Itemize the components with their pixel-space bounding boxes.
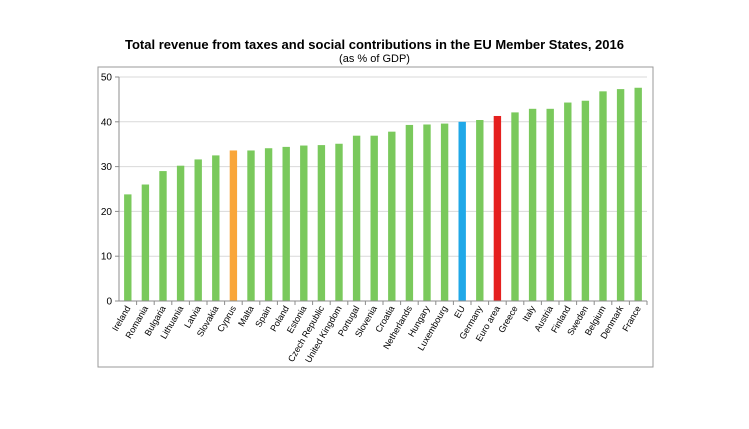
bars: [124, 87, 642, 302]
bar-slovakia: [212, 155, 220, 301]
bar-hungary: [423, 124, 431, 302]
bar-france: [634, 87, 642, 301]
bar-sweden: [581, 100, 590, 302]
bar-spain: [264, 148, 273, 301]
bar-finland: [564, 102, 572, 301]
gridlines: [119, 76, 647, 257]
bar-ireland: [124, 194, 132, 301]
bar-bulgaria: [159, 171, 167, 301]
bar-germany: [476, 120, 484, 301]
y-tick-label: 30: [101, 162, 113, 173]
bar-luxembourg: [440, 123, 449, 301]
chart-title: Total revenue from taxes and social cont…: [125, 37, 624, 52]
bar-slovenia: [370, 135, 378, 301]
bar-poland: [282, 146, 290, 301]
x-axis: IrelandRomaniaBulgariaLithuaniaLatviaSlo…: [110, 300, 648, 364]
x-tick-label: Italy: [520, 304, 537, 324]
bar-greece: [511, 112, 519, 301]
bar-euro-area: [493, 115, 502, 301]
bar-italy: [528, 108, 537, 301]
y-tick-label: 40: [101, 117, 113, 128]
bar-latvia: [194, 159, 202, 301]
y-tick-label: 50: [101, 73, 113, 84]
chart-subtitle: (as % of GDP): [339, 53, 410, 65]
bar-czech-republic: [317, 145, 326, 301]
chart-area-border: [97, 66, 654, 368]
bar-malta: [247, 150, 255, 301]
bar-portugal: [352, 135, 361, 301]
bar-croatia: [388, 131, 396, 301]
bar-estonia: [300, 145, 308, 301]
x-tick-label: EU: [452, 304, 467, 320]
bar-austria: [546, 108, 554, 301]
y-axis: 0 10 20 30 40 50: [101, 73, 120, 308]
bar-lithuania: [176, 165, 185, 301]
y-tick-label: 20: [101, 207, 113, 218]
y-tick-label: 0: [106, 297, 112, 308]
bar-netherlands: [405, 124, 414, 301]
y-tick-label: 10: [101, 252, 113, 263]
bar-romania: [141, 184, 150, 301]
bar-cyprus: [229, 150, 238, 301]
bar-united-kingdom: [335, 143, 343, 301]
bar-denmark: [616, 89, 625, 301]
bar-belgium: [599, 91, 607, 301]
bar-eu: [458, 121, 466, 301]
